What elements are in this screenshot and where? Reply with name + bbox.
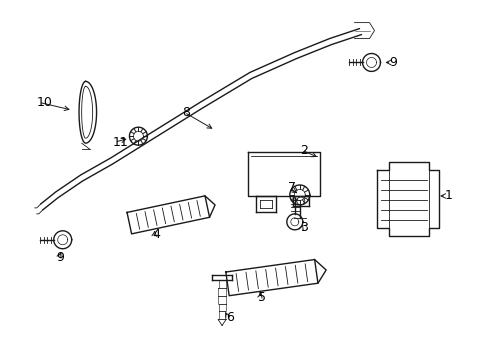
Text: 8: 8 [182, 106, 190, 119]
Text: 9: 9 [57, 251, 64, 264]
Text: 6: 6 [225, 311, 233, 324]
Text: 11: 11 [112, 136, 128, 149]
Text: 9: 9 [388, 56, 397, 69]
Text: 7: 7 [287, 181, 295, 194]
Text: 2: 2 [299, 144, 307, 157]
Text: 1: 1 [443, 189, 451, 202]
Text: 5: 5 [258, 291, 265, 304]
Text: 10: 10 [37, 96, 53, 109]
Text: 3: 3 [299, 221, 307, 234]
Text: 4: 4 [152, 228, 160, 241]
